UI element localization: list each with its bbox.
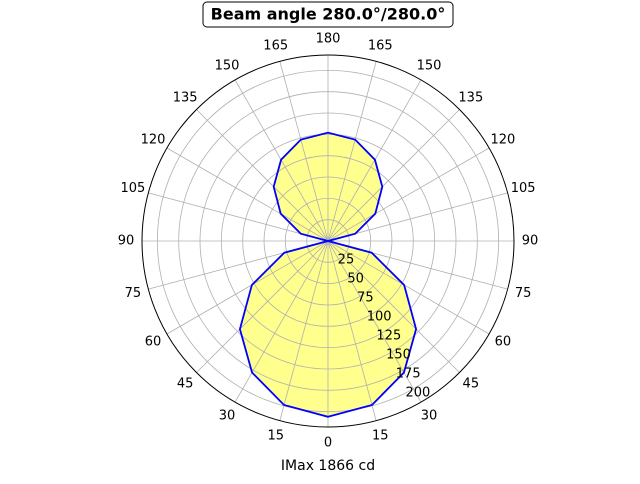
theta-tick-label: 90 xyxy=(522,234,539,249)
r-tick-label: 75 xyxy=(357,291,374,306)
r-tick-label: 100 xyxy=(367,310,392,325)
theta-tick-label: 180 xyxy=(316,32,341,47)
theta-tick-label: 0 xyxy=(324,436,332,451)
grid-spoke xyxy=(166,147,329,242)
theta-tick-label: 15 xyxy=(372,429,389,444)
grid-spoke xyxy=(327,109,460,242)
theta-tick-label: 60 xyxy=(495,335,512,350)
theta-tick-label: 105 xyxy=(120,181,145,196)
grid-spoke xyxy=(327,61,377,242)
theta-tick-label: 165 xyxy=(263,38,288,53)
theta-tick-label: 135 xyxy=(458,91,483,106)
chart-title: Beam angle 280.0°/280.0° xyxy=(211,5,446,24)
theta-tick-label: 30 xyxy=(219,408,236,423)
lobe-line xyxy=(238,131,418,418)
r-tick-label: 175 xyxy=(396,367,421,382)
grid-spoke xyxy=(196,109,329,242)
grid-spoke xyxy=(327,240,377,421)
grid-spoke xyxy=(279,240,329,421)
theta-tick-label: 45 xyxy=(177,376,194,391)
grid-spoke xyxy=(279,61,329,242)
grid-spoke xyxy=(327,192,508,242)
theta-tick-label: 105 xyxy=(511,181,536,196)
theta-tick-label: 90 xyxy=(118,234,135,249)
r-tick-label: 25 xyxy=(338,253,355,268)
theta-tick-label: 150 xyxy=(417,59,442,74)
theta-tick-label: 150 xyxy=(215,59,240,74)
r-tick-label: 150 xyxy=(386,348,411,363)
theta-tick-label: 120 xyxy=(141,133,166,148)
theta-tick-label: 120 xyxy=(491,133,516,148)
grid-spoke xyxy=(196,240,329,373)
theta-tick-label: 60 xyxy=(145,335,162,350)
grid-spoke xyxy=(327,240,422,403)
grid-spoke xyxy=(327,147,490,242)
theta-tick-label: 30 xyxy=(421,408,438,423)
grid-spoke xyxy=(327,240,460,373)
grid-spoke xyxy=(166,240,329,335)
x-axis-label: IMax 1866 cd xyxy=(281,458,375,474)
theta-tick-label: 165 xyxy=(368,38,393,53)
grid-spoke xyxy=(327,240,490,335)
title-box xyxy=(202,1,454,28)
theta-tick-label: 75 xyxy=(125,286,142,301)
r-tick-label: 200 xyxy=(405,386,430,401)
r-tick-label: 125 xyxy=(376,329,401,344)
theta-tick-label: 45 xyxy=(463,376,480,391)
grid-spoke xyxy=(148,192,329,242)
theta-tick-label: 15 xyxy=(267,429,284,444)
r-tick-label: 50 xyxy=(347,272,364,287)
theta-tick-label: 75 xyxy=(515,286,532,301)
theta-tick-label: 135 xyxy=(173,91,198,106)
polar-frame xyxy=(141,54,515,428)
grid-spoke xyxy=(234,240,329,403)
